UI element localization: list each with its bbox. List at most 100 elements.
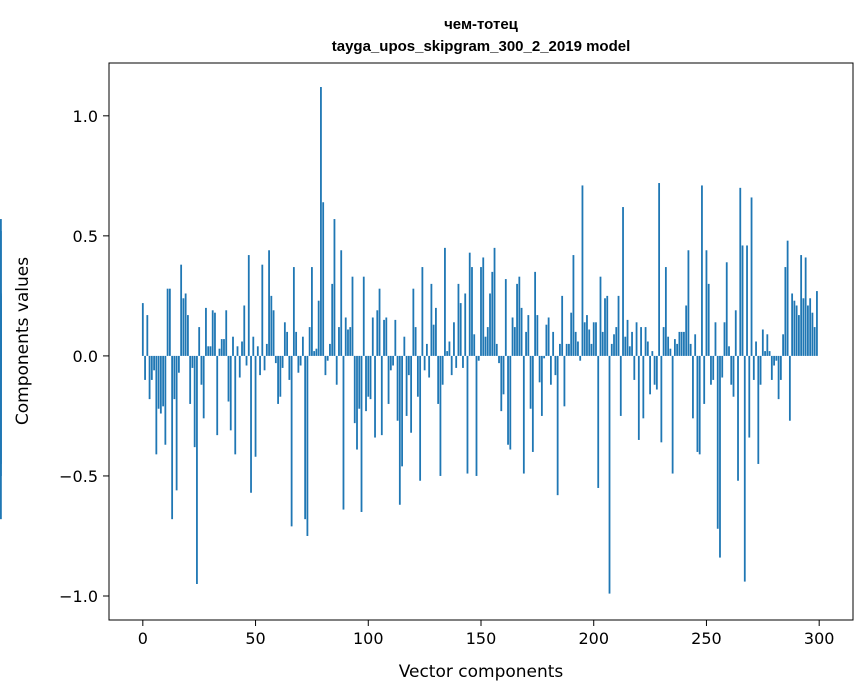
bar-component-222 [642,355,645,419]
bar-component-121 [414,327,417,356]
bar-component-187 [563,355,566,407]
bar-component-125 [423,355,426,371]
bar-component-131 [437,355,440,404]
bar-component-197 [586,315,588,356]
bar-component-283 [779,355,782,380]
bar-component-97 [360,355,363,512]
bar-component-31 [211,310,214,356]
bar-component-98 [362,276,365,356]
bar-component-32 [214,312,216,356]
bar-component-78 [317,300,320,356]
bar-component-49 [252,336,255,356]
bar-component-13 [171,355,174,520]
bar-component-174 [534,271,537,356]
bar-component-147 [473,334,476,356]
bar-component-160 [502,355,505,395]
bar-component-226 [651,351,654,356]
bar-component-298 [813,327,816,356]
bar-component-248 [701,185,703,356]
x-tick-label: 250 [691,629,722,648]
bar-component-129 [432,324,435,356]
bar-component-92 [349,327,352,356]
bar-component-53 [261,264,264,356]
bar-component-239 [680,331,683,356]
bar-component-225 [649,355,651,395]
bar-component-86 [335,355,338,385]
bar-component-83 [329,343,331,356]
bar-component-290 [795,305,798,356]
bar-component-291 [797,315,800,356]
bar-component-285 [784,267,787,356]
y-tick-label: 0.5 [73,227,98,246]
bar-component-295 [807,305,809,356]
bar-component-195 [581,185,584,356]
bar-component-247 [698,355,701,455]
bar-component-204 [601,331,604,356]
bar-component-undefined [0,231,2,356]
bar-component-276 [764,351,766,356]
bar-component-297 [811,312,814,356]
bar-component-237 [676,343,679,356]
bar-component-undefined [0,355,2,476]
bar-component-95 [356,355,358,450]
bar-component-29 [207,346,210,356]
bar-component-43 [238,355,241,378]
bar-component-80 [322,202,325,356]
bar-component-159 [500,355,503,412]
bar-component-263 [734,310,737,356]
bar-component-256 [719,355,721,558]
bar-component-175 [536,315,539,356]
bar-component-244 [692,355,694,419]
bar-component-296 [809,298,812,356]
bar-component-120 [412,288,415,356]
bar-component-93 [351,276,354,356]
bar-component-193 [577,341,579,356]
bar-component-185 [559,343,561,356]
bar-component-77 [315,348,318,356]
x-tick-label: 300 [804,629,835,648]
bar-component-202 [597,355,600,488]
bar-component-201 [595,322,597,356]
bar-component-236 [673,339,676,356]
bar-component-109 [387,355,390,404]
bar-component-112 [394,319,397,356]
bar-component-82 [326,355,329,361]
bar-component-4 [150,355,153,380]
bar-component-212 [619,355,622,416]
bar-component-278 [768,351,771,356]
bar-component-221 [640,327,642,356]
bar-component-255 [716,355,719,529]
bar-component-115 [401,355,403,467]
bar-component-144 [466,355,469,474]
bar-component-104 [376,310,379,356]
bar-component-186 [561,295,564,356]
bar-component-108 [385,317,388,356]
bar-component-250 [705,250,708,356]
bar-component-113 [396,355,399,421]
bar-component-182 [552,331,555,356]
x-axis-ticks: 0 50 100 150 200 250 300 [138,620,835,648]
bar-component-59 [274,355,277,364]
bar-component-64 [286,331,289,356]
bar-component-16 [177,355,180,373]
bar-component-252 [710,355,712,385]
bar-component-153 [486,327,489,356]
bar-component-157 [495,343,498,356]
bar-component-235 [671,355,674,474]
bar-component-56 [268,250,270,356]
bar-component-176 [538,355,541,383]
bar-component-230 [660,355,663,443]
bar-component-0 [141,303,144,356]
bar-component-39 [229,355,232,431]
chart-title-line-2: tayga_upos_skipgram_300_2_2019 model [332,38,631,55]
bar-component-293 [802,298,805,356]
bar-component-47 [247,255,250,356]
bar-component-164 [511,317,514,356]
bar-component-75 [311,267,313,356]
bar-component-211 [617,295,620,356]
bar-component-294 [804,257,807,356]
bar-component-200 [592,322,595,356]
bar-component-96 [358,355,361,409]
bar-component-90 [344,317,347,356]
x-tick-label: 150 [466,629,497,648]
